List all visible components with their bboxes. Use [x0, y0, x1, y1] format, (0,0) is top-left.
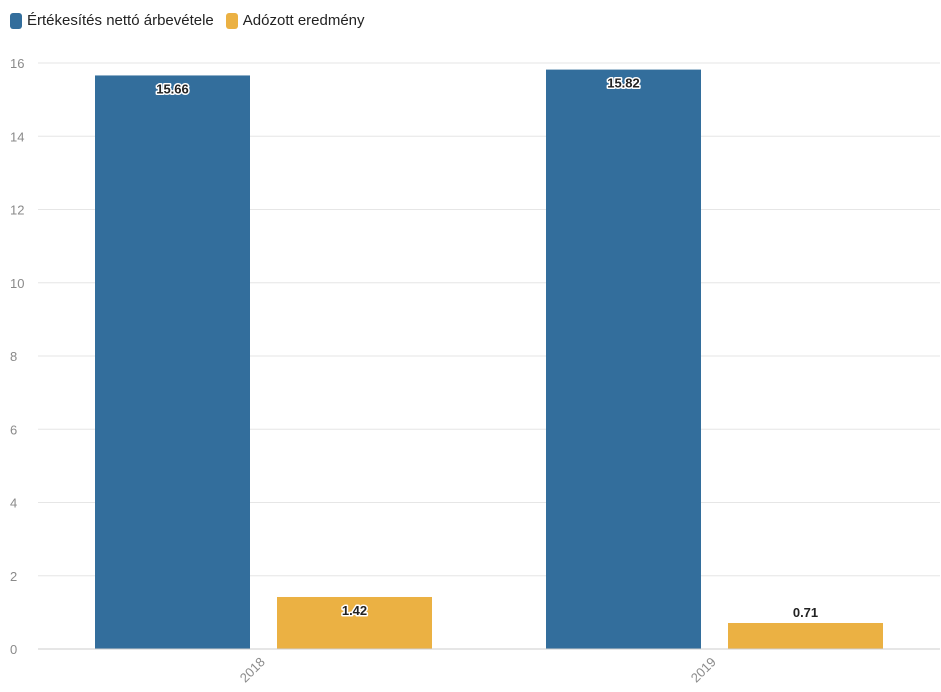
data-label-profit-2019: 0.71: [793, 605, 818, 620]
y-tick-label-12: 12: [10, 203, 24, 218]
y-tick-label-4: 4: [10, 496, 17, 511]
x-tick-label-2019: 2019: [688, 654, 719, 685]
y-tick-label-16: 16: [10, 56, 24, 71]
y-tick-label-6: 6: [10, 422, 17, 437]
y-tick-label-8: 8: [10, 349, 17, 364]
bar-profit-2018: [277, 596, 432, 649]
y-tick-label-2: 2: [10, 569, 17, 584]
legend-label-revenue: Értékesítés nettó árbevétele: [27, 12, 214, 29]
data-label-revenue-2019: 15.82: [607, 76, 640, 91]
legend-swatch-revenue: [10, 12, 22, 29]
bar-profit-2019: [728, 622, 883, 649]
legend-label-profit: Adózott eredmény: [242, 12, 365, 29]
y-tick-label-14: 14: [10, 129, 24, 144]
legend-item-profit[interactable]: Adózott eredmény: [225, 12, 365, 29]
y-tick-label-0: 0: [10, 642, 17, 657]
x-tick-label-2018: 2018: [237, 654, 268, 685]
data-label-revenue-2018: 15.66: [156, 81, 189, 96]
data-label-profit-2018: 1.42: [342, 603, 367, 618]
legend-swatch-profit: [225, 12, 238, 29]
bar-revenue-2019: [546, 69, 701, 649]
chart-legend: Értékesítés nettó árbevétele Adózott ere…: [10, 12, 371, 29]
legend-item-revenue[interactable]: Értékesítés nettó árbevétele: [10, 12, 214, 29]
bar-revenue-2018: [95, 75, 250, 649]
y-tick-label-10: 10: [10, 276, 24, 291]
